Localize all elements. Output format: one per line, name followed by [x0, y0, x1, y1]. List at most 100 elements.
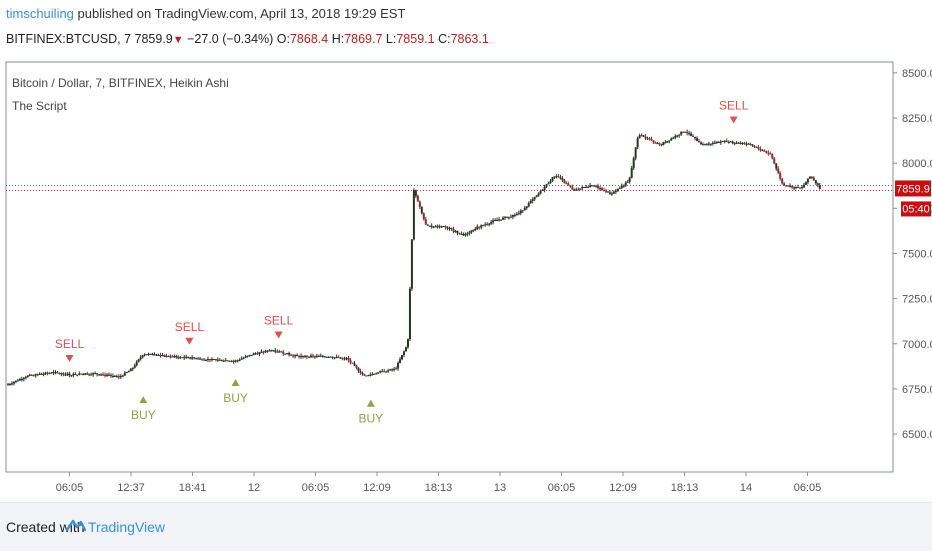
plot-area[interactable]: [5, 61, 894, 473]
candle-body: [656, 143, 659, 145]
tradingview-brand-link[interactable]: TradingView: [88, 519, 166, 535]
tradingview-logo-icon[interactable]: [65, 517, 87, 540]
candle-body: [640, 135, 643, 137]
candle-body: [565, 182, 568, 184]
candle-body: [761, 150, 764, 152]
x-tick-label: 06:05: [56, 482, 84, 494]
candle-body: [141, 355, 144, 358]
candle-body: [434, 226, 437, 228]
candle-body: [155, 354, 158, 356]
candle-body: [735, 142, 738, 144]
candle-body: [361, 372, 364, 375]
candle-body: [442, 226, 445, 228]
buy-signal-label: BUY: [359, 412, 384, 426]
candle-body: [650, 139, 653, 141]
candle-body: [349, 360, 352, 363]
candle-body: [385, 371, 388, 373]
candle-body: [179, 357, 182, 359]
candle-body: [480, 225, 483, 228]
candle-body: [678, 134, 681, 136]
candle-body: [664, 142, 667, 144]
candle-body: [208, 359, 211, 361]
candle-body: [672, 137, 675, 139]
candle-body: [454, 230, 457, 232]
candle-body: [749, 143, 752, 145]
candle-body: [628, 177, 631, 182]
candle-body: [529, 201, 532, 204]
candle-body: [505, 216, 508, 218]
x-tick-label: 12: [248, 482, 260, 494]
candle-body: [795, 186, 798, 188]
candle-body: [426, 224, 429, 226]
candle-body: [98, 374, 101, 376]
candle-body: [818, 184, 821, 189]
candle-body: [428, 225, 431, 227]
candle-body: [515, 214, 518, 216]
candle-body: [218, 359, 221, 361]
candle-body: [250, 354, 253, 356]
candle-body: [602, 190, 605, 192]
candle-body: [711, 142, 714, 144]
candle-body: [379, 371, 382, 373]
x-tick-label: 06:05: [548, 482, 576, 494]
price-chart[interactable]: SELL BUY SELL BUY SELL BUY SELL 6500.0 6750.0 70…: [0, 0, 932, 502]
candle-body: [133, 365, 136, 368]
candle-body: [462, 233, 465, 236]
candle-body: [753, 145, 756, 147]
candle-body: [806, 178, 809, 183]
candle-body: [143, 354, 146, 356]
candle-body: [424, 219, 427, 225]
y-tick-label: 6500.0: [902, 429, 932, 441]
candle-body: [232, 360, 235, 362]
candle-body: [347, 357, 350, 361]
candle-body: [161, 354, 164, 356]
candle-body: [272, 350, 275, 352]
candle-body: [432, 226, 435, 228]
candle-body: [549, 181, 552, 184]
candle-body: [660, 144, 663, 146]
candle-body: [102, 374, 105, 376]
candle-body: [406, 339, 409, 348]
candle-body: [88, 374, 91, 376]
candle-body: [335, 356, 338, 358]
candle-body: [725, 140, 728, 143]
author-link[interactable]: timschuiling: [6, 6, 74, 21]
candle-body: [731, 141, 734, 144]
candle-body: [420, 206, 423, 214]
candle-body: [496, 219, 499, 221]
candle-body: [107, 374, 110, 376]
candle-body: [292, 355, 295, 357]
candle-body: [68, 373, 71, 376]
candle-body: [494, 220, 497, 222]
y-tick-label: 7000.0: [902, 339, 932, 351]
candle-body: [106, 374, 108, 376]
candle-body: [264, 350, 267, 353]
candle-body: [329, 356, 332, 358]
candle-body: [622, 185, 625, 187]
candle-body: [535, 195, 538, 198]
candle-body: [193, 357, 196, 359]
candle-body: [387, 370, 390, 372]
candle-body: [771, 153, 774, 159]
candle-body: [262, 351, 265, 353]
sell-arrow-icon: [185, 337, 194, 345]
candle-body: [789, 185, 792, 187]
candle-body: [444, 226, 447, 228]
candle-body: [707, 143, 710, 145]
candle-body: [52, 372, 55, 374]
candle-body: [787, 185, 790, 187]
candle-body: [216, 359, 219, 361]
candle-body: [642, 135, 645, 137]
axes-layer: 6500.06750.07000.07250.07500.07750.08000…: [56, 68, 932, 494]
candle-body: [648, 138, 651, 140]
candle-body: [638, 135, 641, 139]
candle-body: [197, 358, 200, 360]
candle-body: [375, 373, 378, 375]
candle-body: [401, 355, 404, 360]
candle-body: [541, 189, 544, 191]
candle-body: [185, 356, 188, 358]
candle-body: [86, 373, 89, 375]
candle-body: [721, 141, 724, 143]
candle-body: [585, 187, 588, 189]
candle-body: [488, 223, 491, 225]
